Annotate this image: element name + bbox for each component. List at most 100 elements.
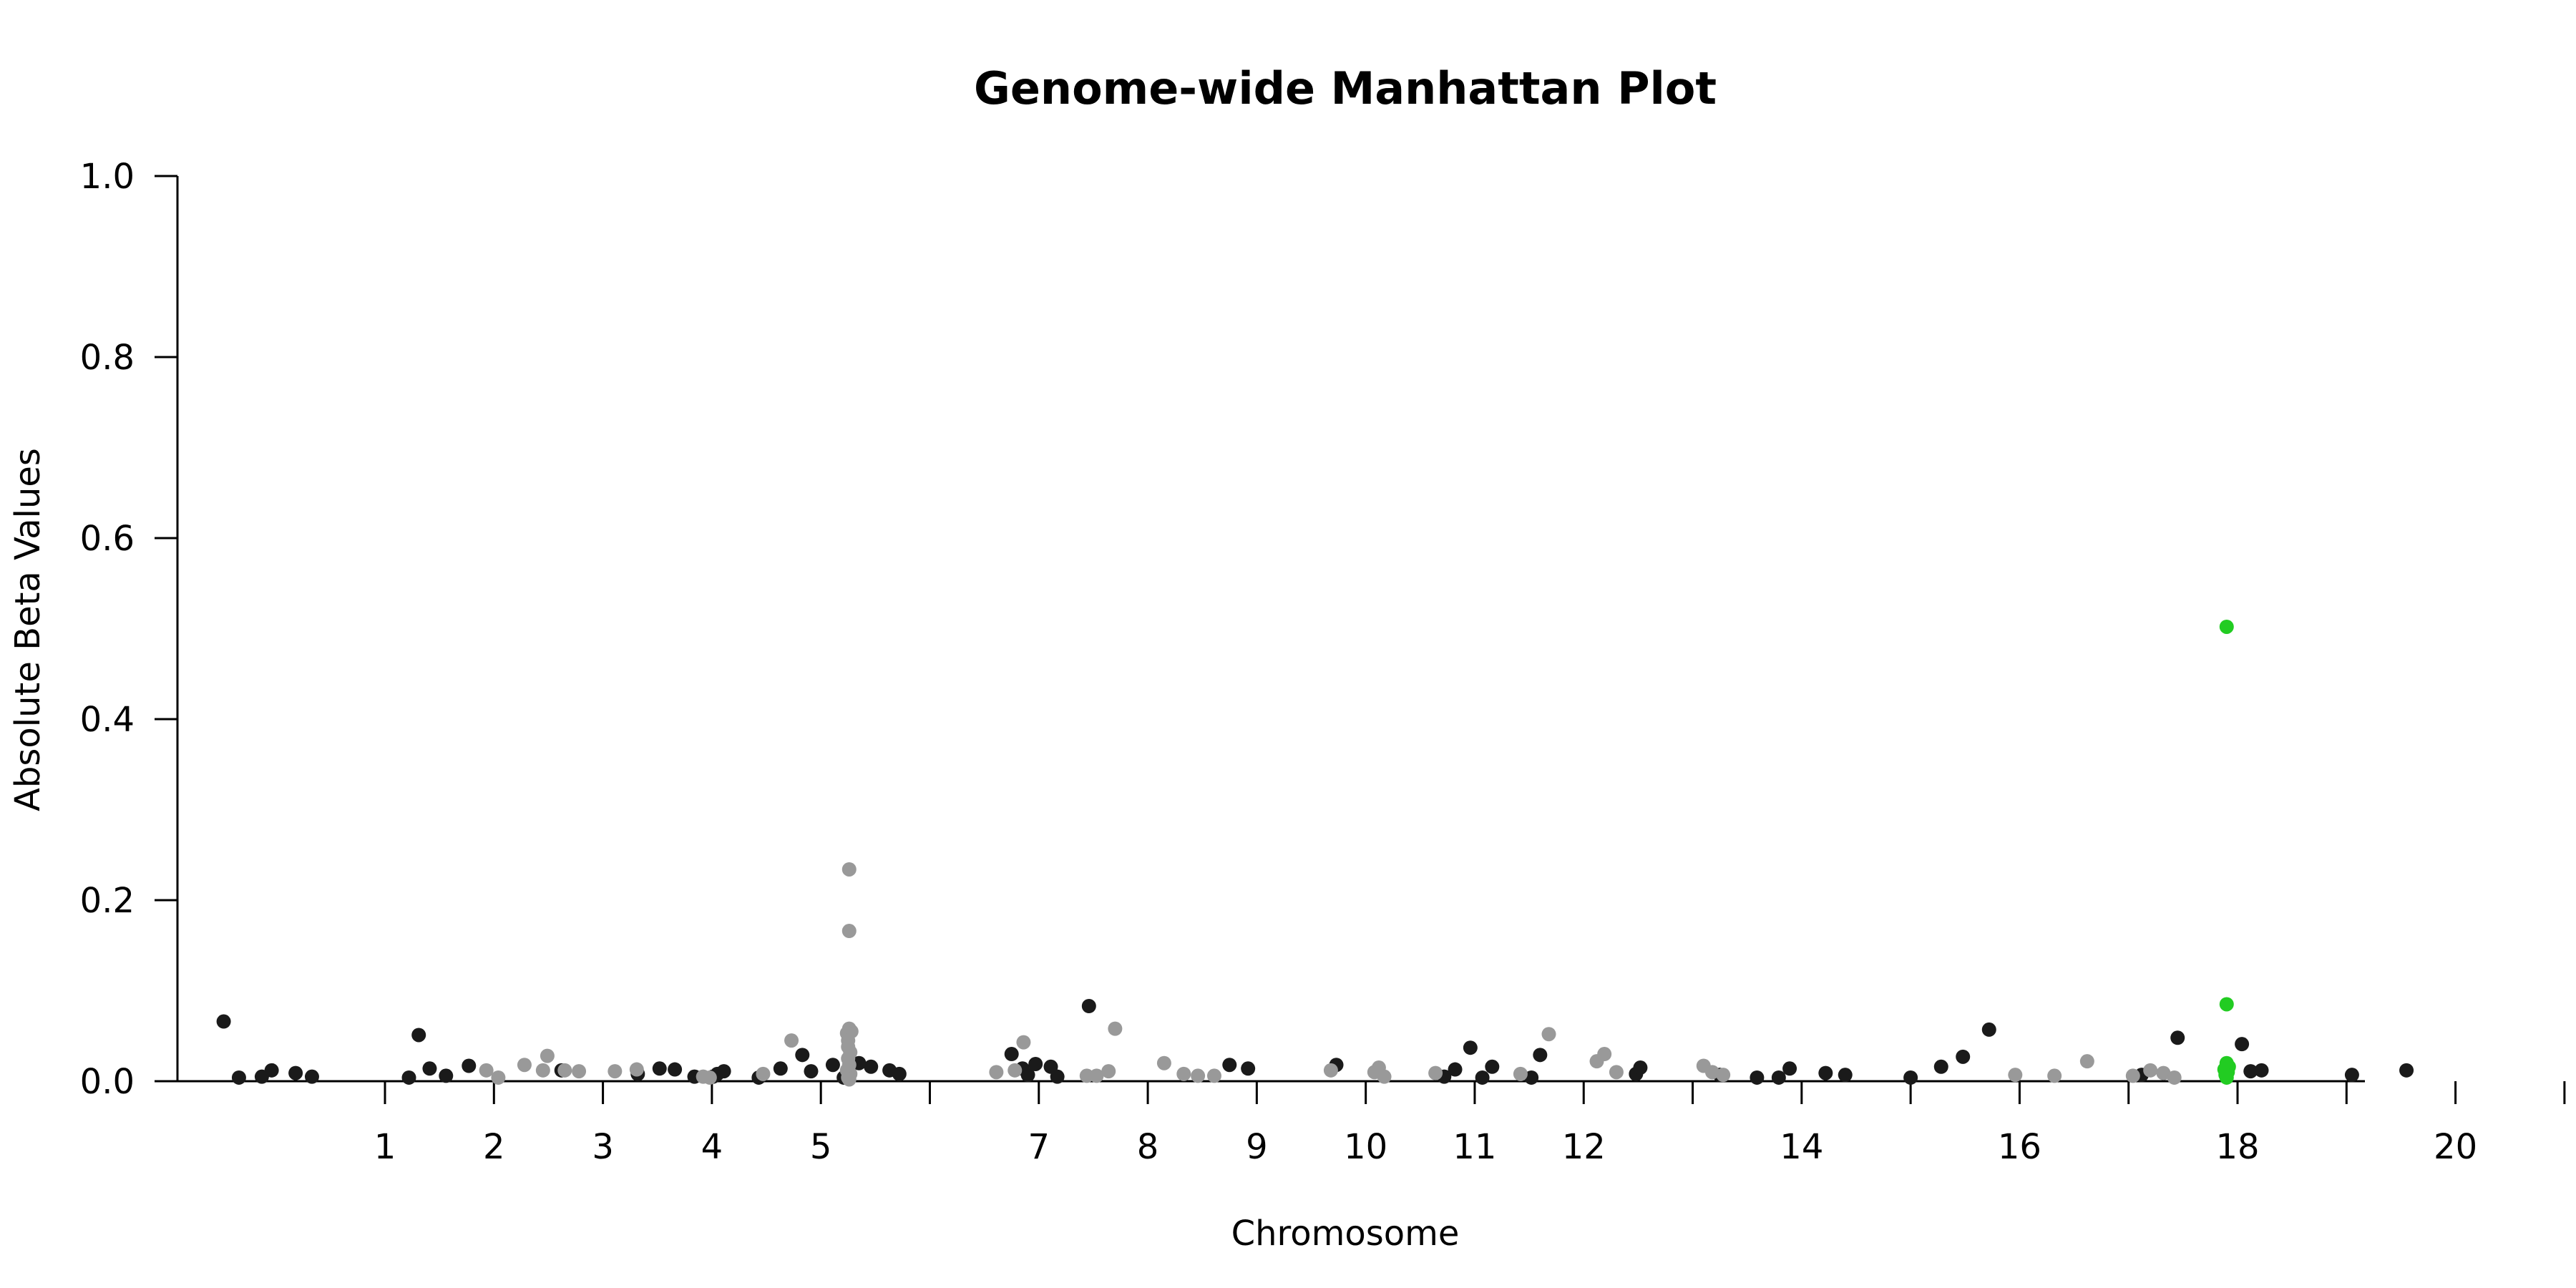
- data-point: [1704, 1065, 1719, 1080]
- x-tick-label: 8: [1137, 1127, 1159, 1167]
- data-point: [756, 1066, 771, 1081]
- data-point: [773, 1061, 788, 1076]
- data-point: [1241, 1061, 1256, 1076]
- data-point: [1081, 999, 1096, 1014]
- data-point: [2079, 1054, 2094, 1069]
- data-point: [608, 1064, 623, 1079]
- x-tick-label: 18: [2215, 1127, 2259, 1167]
- data-point: [2219, 1070, 2234, 1085]
- data-point: [629, 1062, 644, 1077]
- data-point: [841, 862, 857, 877]
- data-point: [1524, 1070, 1539, 1085]
- data-point: [1428, 1065, 1443, 1080]
- data-point: [1633, 1060, 1648, 1075]
- data-point: [540, 1048, 555, 1063]
- data-point: [1176, 1066, 1191, 1081]
- y-axis: 0.0 0.2 0.4 0.6 0.8 1.0: [80, 157, 179, 1102]
- data-point: [841, 1072, 857, 1087]
- data-point: [2156, 1065, 2171, 1080]
- data-point: [479, 1063, 494, 1078]
- x-tick-label: 1: [374, 1127, 396, 1167]
- data-point: [702, 1070, 717, 1085]
- data-point: [1541, 1027, 1556, 1042]
- data-point: [517, 1058, 532, 1073]
- data-point: [2008, 1068, 2023, 1083]
- x-tick-label: 9: [1246, 1127, 1268, 1167]
- data-point: [216, 1014, 231, 1029]
- data-point: [864, 1059, 879, 1074]
- x-tick-label: 20: [2434, 1127, 2477, 1167]
- data-point: [1838, 1068, 1853, 1083]
- data-point: [2235, 1037, 2250, 1052]
- data-points: [216, 619, 2414, 1087]
- data-point: [1448, 1062, 1463, 1077]
- data-point: [1933, 1059, 1948, 1074]
- data-point: [1016, 1035, 1031, 1050]
- data-point: [1020, 1068, 1035, 1083]
- data-point: [1222, 1058, 1237, 1073]
- y-tick-label: 0.8: [80, 338, 135, 378]
- data-point: [1156, 1055, 1171, 1070]
- data-point: [1089, 1068, 1104, 1083]
- data-point: [1609, 1065, 1624, 1080]
- data-point: [841, 924, 857, 939]
- x-tick-label: 11: [1453, 1127, 1496, 1167]
- data-point: [1533, 1048, 1548, 1063]
- data-point: [2254, 1063, 2269, 1078]
- data-point: [716, 1064, 731, 1079]
- x-tick-label: 12: [1562, 1127, 1606, 1167]
- data-point: [439, 1068, 454, 1083]
- data-point: [784, 1033, 799, 1048]
- data-point: [825, 1058, 840, 1073]
- x-tick-label: 3: [592, 1127, 614, 1167]
- data-point: [1818, 1065, 1833, 1080]
- data-point: [1323, 1063, 1338, 1078]
- data-point: [989, 1065, 1004, 1080]
- data-point: [804, 1064, 819, 1079]
- y-tick-label: 1.0: [80, 157, 135, 197]
- x-tick-label: 10: [1344, 1127, 1387, 1167]
- data-point: [1513, 1066, 1528, 1081]
- x-axis-label: Chromosome: [1231, 1214, 1460, 1254]
- data-point: [1079, 1068, 1094, 1083]
- data-point: [2219, 997, 2234, 1012]
- data-point: [1771, 1070, 1786, 1085]
- data-point: [652, 1061, 667, 1076]
- x-tick-label: 14: [1780, 1127, 1823, 1167]
- data-point: [2399, 1063, 2414, 1078]
- data-point: [535, 1063, 550, 1078]
- y-axis-label: Absolute Beta Values: [8, 448, 48, 811]
- data-point: [264, 1063, 279, 1078]
- data-point: [2170, 1030, 2185, 1045]
- data-point: [557, 1063, 572, 1078]
- data-point: [1191, 1068, 1206, 1083]
- data-point: [1004, 1047, 1019, 1062]
- data-point: [1485, 1059, 1500, 1074]
- data-point: [1108, 1021, 1123, 1036]
- data-point: [1206, 1068, 1221, 1083]
- chart-title: Genome-wide Manhattan Plot: [974, 62, 1717, 114]
- data-point: [288, 1065, 303, 1080]
- data-point: [1050, 1069, 1065, 1084]
- x-tick-label: 2: [483, 1127, 505, 1167]
- data-point: [401, 1070, 416, 1085]
- data-point: [1782, 1061, 1797, 1076]
- y-tick-label: 0.2: [80, 881, 135, 921]
- data-point: [1008, 1063, 1023, 1078]
- data-point: [422, 1061, 437, 1076]
- data-point: [1028, 1056, 1043, 1071]
- data-point: [1750, 1070, 1765, 1085]
- data-point: [668, 1062, 683, 1077]
- data-point: [462, 1058, 477, 1073]
- y-tick-label: 0.6: [80, 519, 135, 559]
- data-point: [1377, 1069, 1392, 1084]
- x-tick-label: 16: [1998, 1127, 2041, 1167]
- data-point: [2243, 1064, 2258, 1079]
- data-point: [1101, 1064, 1116, 1079]
- data-point: [2125, 1068, 2140, 1083]
- data-point: [2344, 1068, 2359, 1083]
- data-point: [491, 1070, 506, 1085]
- data-point: [892, 1066, 907, 1081]
- x-tick-label: 4: [701, 1127, 723, 1167]
